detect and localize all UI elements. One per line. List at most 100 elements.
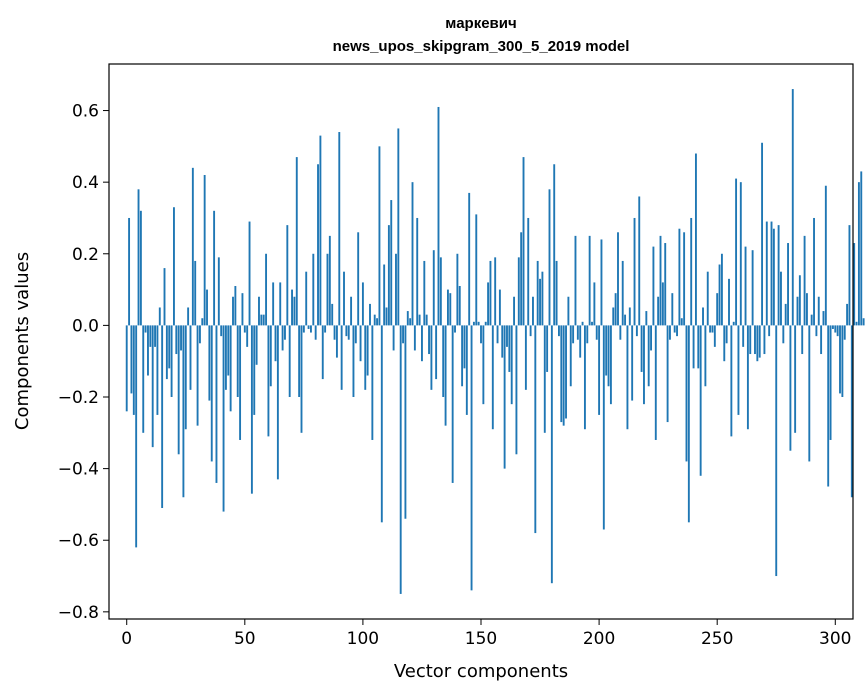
- bar: [139, 210, 142, 326]
- y-tick-label: 0.6: [72, 102, 99, 122]
- x-tick-label: 300: [819, 629, 851, 649]
- bar: [191, 167, 194, 326]
- bar: [506, 325, 508, 347]
- bar: [619, 325, 622, 340]
- bar: [794, 325, 797, 433]
- bar: [203, 175, 206, 326]
- bar: [274, 325, 277, 362]
- bar: [711, 325, 714, 333]
- bar: [848, 225, 851, 326]
- bar: [284, 325, 286, 340]
- bar: [387, 225, 390, 326]
- bar: [617, 232, 619, 326]
- bar: [293, 296, 296, 326]
- bar: [728, 278, 730, 326]
- bar: [196, 325, 199, 426]
- bar: [645, 311, 648, 326]
- bar: [465, 325, 468, 415]
- bar: [229, 325, 232, 412]
- bar: [503, 325, 506, 469]
- bar: [215, 325, 218, 483]
- bar: [222, 325, 225, 512]
- bar: [201, 318, 204, 326]
- bar: [600, 239, 603, 326]
- bar: [704, 325, 707, 387]
- bar: [331, 303, 334, 326]
- bar: [713, 325, 716, 347]
- bar: [749, 325, 752, 355]
- bar: [612, 307, 615, 326]
- bar: [510, 325, 513, 405]
- bar: [206, 289, 208, 326]
- bar: [650, 325, 652, 351]
- x-tick-label: 100: [347, 629, 379, 649]
- bar: [676, 325, 678, 337]
- bar: [369, 303, 371, 326]
- bar: [444, 325, 447, 426]
- bar: [808, 325, 811, 462]
- bar: [132, 325, 135, 415]
- bar: [173, 207, 175, 326]
- bar: [135, 325, 138, 548]
- bar: [361, 282, 364, 326]
- bar: [260, 314, 263, 326]
- bar: [404, 325, 407, 519]
- bar: [378, 146, 381, 326]
- bar: [765, 221, 768, 326]
- bar: [380, 325, 383, 523]
- bar: [709, 325, 712, 333]
- bar: [666, 325, 669, 423]
- bar: [602, 325, 605, 530]
- bar: [567, 296, 570, 326]
- bar: [843, 325, 846, 340]
- bar: [255, 325, 258, 365]
- bar: [194, 260, 197, 326]
- bar: [534, 325, 537, 534]
- bar: [276, 325, 279, 480]
- bar: [820, 325, 823, 355]
- bar: [496, 325, 499, 344]
- bar: [588, 235, 591, 326]
- bar: [175, 325, 178, 355]
- bar: [513, 296, 516, 326]
- bar: [706, 271, 709, 326]
- bar: [359, 325, 362, 362]
- bar: [305, 271, 308, 326]
- bar: [461, 325, 464, 387]
- y-tick-label: −0.6: [58, 531, 99, 551]
- x-tick-label: 150: [465, 629, 497, 649]
- bar: [524, 325, 527, 390]
- bar: [652, 246, 655, 326]
- bar: [279, 282, 282, 326]
- bar: [425, 314, 428, 326]
- chart-title: маркевич: [445, 15, 516, 32]
- bar: [451, 325, 454, 483]
- bar: [862, 318, 865, 326]
- bar: [806, 293, 808, 326]
- bar: [454, 325, 456, 333]
- bar: [371, 325, 374, 440]
- y-tick-label: 0.0: [72, 316, 99, 336]
- bar: [685, 325, 688, 462]
- bar: [288, 325, 291, 397]
- bar: [801, 325, 804, 355]
- bar: [130, 325, 133, 394]
- bar: [690, 217, 693, 326]
- bar: [508, 325, 511, 372]
- bar: [553, 164, 556, 326]
- bar: [177, 325, 180, 455]
- bar: [418, 314, 421, 326]
- bar: [836, 325, 839, 337]
- bar: [643, 325, 645, 405]
- bar: [430, 325, 433, 390]
- bar: [702, 307, 704, 326]
- y-tick-label: 0.2: [72, 245, 99, 265]
- bar: [328, 235, 331, 326]
- bar: [628, 307, 631, 326]
- chart-subtitle: news_upos_skipgram_300_5_2019 model: [333, 38, 630, 55]
- bar: [638, 196, 641, 326]
- bar-series: [125, 89, 865, 594]
- bar: [168, 325, 171, 369]
- bar: [253, 325, 256, 415]
